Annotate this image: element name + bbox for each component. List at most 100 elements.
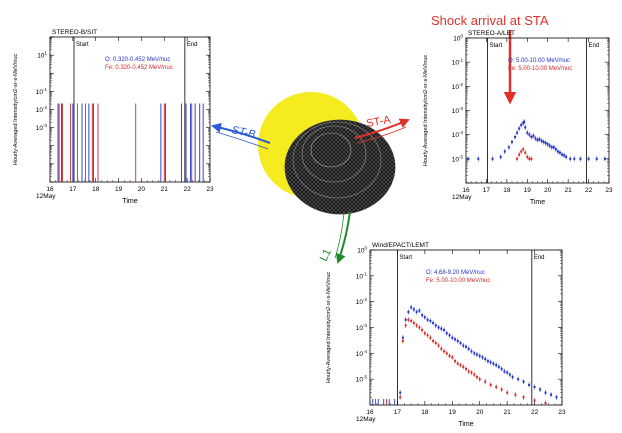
data-point	[477, 157, 480, 160]
data-point	[508, 373, 511, 376]
data-point	[522, 396, 525, 399]
data-point	[516, 157, 519, 160]
data-point	[587, 157, 590, 160]
data-point	[550, 393, 553, 396]
data-point	[555, 396, 558, 399]
data-point	[432, 321, 435, 324]
data-point	[573, 157, 576, 160]
data-point	[544, 142, 547, 145]
data-series	[58, 103, 193, 182]
data-point	[499, 155, 502, 158]
data-point	[546, 143, 549, 146]
l1-label: L1	[318, 247, 334, 263]
data-point	[473, 352, 476, 355]
y-tick-label: 10-4	[452, 130, 464, 139]
data-point	[429, 319, 432, 322]
data-point	[448, 334, 451, 337]
y-tick-label: 10-1	[452, 58, 464, 67]
x-tick-label: 16	[46, 186, 54, 193]
legend-entry: O: 0.320-0.452 MeV/nuc	[105, 57, 170, 63]
data-point	[530, 136, 533, 139]
data-point	[459, 342, 462, 345]
data-point	[520, 124, 523, 127]
data-point	[434, 342, 437, 345]
data-point	[467, 370, 470, 373]
data-point	[495, 364, 498, 367]
data-point	[462, 344, 465, 347]
x-date-label: 12May	[36, 193, 56, 200]
data-point	[467, 157, 470, 160]
data-point	[484, 358, 487, 361]
x-tick-label: 18	[503, 187, 511, 194]
data-point	[415, 310, 418, 313]
data-point	[459, 364, 462, 367]
data-point	[426, 334, 429, 337]
data-point	[454, 338, 457, 341]
chart-title: STEREO-A/LET	[468, 30, 515, 37]
legend-entry: Fe: 5.00-10.00 MeV/nuc	[508, 66, 572, 72]
data-point	[510, 140, 513, 143]
data-point	[418, 309, 421, 312]
y-tick-label: 10-2	[452, 82, 464, 91]
data-point	[456, 362, 459, 365]
data-point	[542, 140, 545, 143]
data-point	[579, 157, 582, 160]
data-point	[404, 324, 407, 327]
y-tick-label: 10-5	[356, 375, 368, 384]
data-point	[550, 146, 553, 149]
x-tick-label: 18	[421, 409, 429, 416]
data-point	[528, 383, 531, 386]
data-point	[399, 396, 402, 399]
data-point	[539, 388, 542, 391]
data-point	[526, 155, 529, 158]
data-point	[554, 148, 557, 151]
data-point	[440, 347, 443, 350]
data-point	[561, 153, 564, 156]
y-axis-label: Hourly-Averaged Intensity/cm2-sr-s-MeV/n…	[423, 55, 429, 167]
l1-arrow-thin	[334, 212, 345, 259]
data-point	[475, 376, 478, 379]
x-tick-label: 22	[531, 409, 539, 416]
data-point	[456, 340, 459, 343]
x-tick-label: 19	[449, 409, 457, 416]
data-point	[407, 318, 410, 321]
st-b-arrow	[211, 122, 271, 144]
data-point	[497, 365, 500, 368]
x-tick-label: 16	[462, 187, 470, 194]
heliosphere-shell-inner	[301, 125, 367, 183]
y-tick-label: 10-1	[356, 271, 368, 280]
data-point	[399, 391, 402, 394]
data-point	[407, 310, 410, 313]
data-point	[503, 370, 506, 373]
x-tick-label: 21	[565, 187, 573, 194]
data-point	[437, 344, 440, 347]
data-point	[500, 367, 503, 370]
shock-annotation: Shock arrival at STA	[431, 13, 549, 28]
event-marker-label: End	[589, 43, 600, 49]
legend-entry: O: 5.00-10.00 MeV/nuc	[508, 58, 570, 64]
y-tick-label: 100	[357, 246, 367, 255]
st-a-arrow	[354, 118, 410, 139]
data-point	[522, 380, 525, 383]
data-point	[520, 150, 523, 153]
data-point	[507, 146, 510, 149]
data-point	[475, 353, 478, 356]
heliosphere-shell-mid	[292, 121, 382, 199]
data-point	[563, 154, 566, 157]
x-tick-label: 20	[544, 187, 552, 194]
data-point	[558, 151, 561, 154]
y-tick-label: 10-5	[452, 154, 464, 163]
x-tick-label: 20	[138, 186, 146, 193]
data-point	[473, 373, 476, 376]
data-point	[415, 324, 418, 327]
x-tick-label: 23	[558, 409, 566, 416]
data-point	[410, 319, 413, 322]
data-point	[524, 126, 527, 129]
data-point	[423, 316, 426, 319]
data-point	[421, 329, 424, 332]
data-point	[470, 350, 473, 353]
data-point	[516, 131, 519, 134]
data-point	[470, 371, 473, 374]
data-point	[401, 336, 404, 339]
